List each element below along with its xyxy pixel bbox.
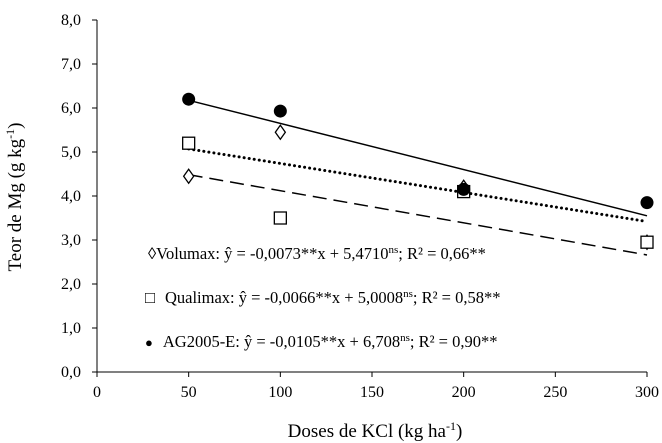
x-tick-label: 50 — [181, 384, 197, 401]
legend-entry-volumax: ◊Volumax: ŷ = -0,0073**x + 5,4710ns; R² … — [148, 244, 486, 263]
y-axis-title-end: ) — [5, 122, 26, 128]
legend-r2-ag2005e: ; R² = 0,90** — [410, 332, 498, 351]
trend-line-ag2005e — [188, 99, 648, 217]
data-point-ag2005e — [273, 104, 287, 118]
y-tick-label: 3,0 — [61, 232, 81, 249]
y-tick-label: 7,0 — [61, 56, 81, 73]
data-point-ag2005e — [457, 182, 471, 196]
y-axis-title-main: Teor de Mg (g kg — [5, 138, 26, 271]
x-tick-label: 100 — [268, 384, 292, 401]
legend-label-ag2005e: AG2005-E: ŷ = -0,0105**x + 6,708 — [163, 332, 400, 351]
plot-area: 0,0 1,0 2,0 3,0 4,0 5,0 6,0 7,0 8,0 0 50 100 150 200 2… — [61, 12, 659, 401]
x-axis-title: Doses de KCl (kg ha-1) — [288, 419, 463, 442]
trend-line-qualimax — [187, 147, 649, 224]
x-tick-label: 200 — [452, 384, 476, 401]
x-tick-label: 0 — [93, 384, 101, 401]
y-tick-label: 2,0 — [61, 276, 81, 293]
legend-symbol-volumax: ◊ — [148, 244, 157, 263]
y-tick-label: 4,0 — [61, 188, 81, 205]
legend-sup-ag2005e: ns — [400, 332, 410, 344]
legend-symbol-ag2005e: ● — [145, 335, 153, 350]
y-axis-title: Teor de Mg (g kg-1) — [3, 122, 26, 271]
y-tick-label: 8,0 — [61, 12, 81, 29]
y-tick-label: 6,0 — [61, 100, 81, 117]
trend-line-volumax — [188, 173, 648, 256]
legend-entry-qualimax: □ Qualimax: ŷ = -0,0066**x + 5,0008ns; R²… — [145, 288, 500, 307]
legend-sup-qualimax: ns — [403, 288, 413, 300]
legend: ◊Volumax: ŷ = -0,0073**x + 5,4710ns; R² … — [145, 244, 500, 351]
y-tick-label: 0,0 — [61, 364, 81, 381]
data-point-ag2005e — [182, 92, 196, 106]
data-point-volumax — [274, 124, 287, 141]
y-tick-label: 1,0 — [61, 320, 81, 337]
x-tick-label: 300 — [635, 384, 659, 401]
legend-r2-qualimax: ; R² = 0,58** — [413, 288, 501, 307]
x-tick-label: 250 — [543, 384, 567, 401]
x-axis-title-main: Doses de KCl (kg ha — [288, 421, 447, 442]
data-point-qualimax — [640, 235, 654, 249]
x-axis-title-superscript: -1 — [446, 419, 456, 433]
legend-symbol-qualimax: □ — [145, 288, 155, 307]
y-tick-label: 5,0 — [61, 144, 81, 161]
data-point-ag2005e — [640, 196, 654, 210]
legend-label-qualimax: Qualimax: ŷ = -0,0066**x + 5,0008 — [165, 288, 403, 307]
x-tick-label: 150 — [360, 384, 384, 401]
legend-r2-volumax: ; R² = 0,66** — [398, 244, 486, 263]
y-axis-title-superscript: -1 — [3, 129, 17, 139]
legend-entry-ag2005e: ● AG2005-E: ŷ = -0,0105**x + 6,708ns; R² … — [145, 332, 497, 351]
legend-sup-volumax: ns — [389, 244, 399, 256]
x-axis-title-end: ) — [456, 421, 462, 442]
data-point-volumax — [182, 168, 195, 185]
data-point-qualimax — [182, 136, 196, 150]
legend-label-volumax: Volumax: ŷ = -0,0073**x + 5,4710 — [156, 244, 388, 263]
data-point-qualimax — [273, 211, 287, 225]
